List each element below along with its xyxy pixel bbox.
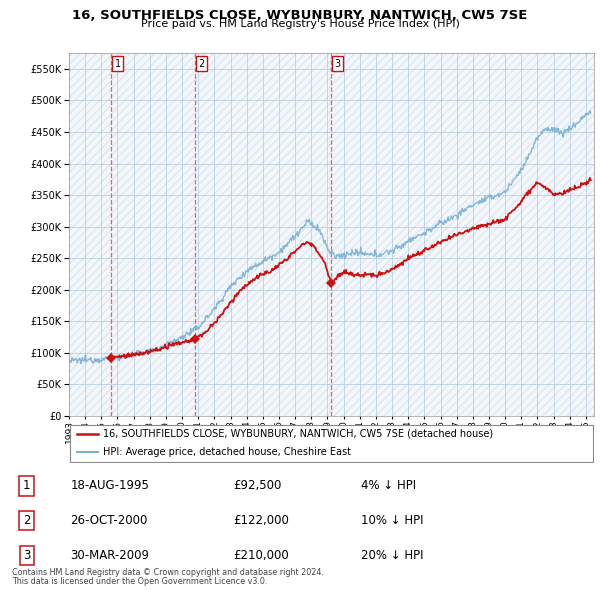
Bar [69,53,594,416]
Text: 30-MAR-2009: 30-MAR-2009 [70,549,149,562]
Text: 3: 3 [23,549,30,562]
Text: £122,000: £122,000 [233,514,289,527]
Text: 26-OCT-2000: 26-OCT-2000 [70,514,148,527]
Text: £210,000: £210,000 [233,549,289,562]
Text: HPI: Average price, detached house, Cheshire East: HPI: Average price, detached house, Ches… [103,447,351,457]
Text: This data is licensed under the Open Government Licence v3.0.: This data is licensed under the Open Gov… [12,577,268,586]
Text: 2: 2 [23,514,30,527]
Text: 2: 2 [199,58,205,68]
Text: 1: 1 [23,479,30,492]
Text: Price paid vs. HM Land Registry's House Price Index (HPI): Price paid vs. HM Land Registry's House … [140,19,460,30]
Text: 20% ↓ HPI: 20% ↓ HPI [361,549,424,562]
Text: 16, SOUTHFIELDS CLOSE, WYBUNBURY, NANTWICH, CW5 7SE: 16, SOUTHFIELDS CLOSE, WYBUNBURY, NANTWI… [73,9,527,22]
Text: 16, SOUTHFIELDS CLOSE, WYBUNBURY, NANTWICH, CW5 7SE (detached house): 16, SOUTHFIELDS CLOSE, WYBUNBURY, NANTWI… [103,429,493,439]
Text: 18-AUG-1995: 18-AUG-1995 [70,479,149,492]
Text: 10% ↓ HPI: 10% ↓ HPI [361,514,424,527]
Text: 4% ↓ HPI: 4% ↓ HPI [361,479,416,492]
Text: Contains HM Land Registry data © Crown copyright and database right 2024.: Contains HM Land Registry data © Crown c… [12,568,324,577]
Text: 1: 1 [115,58,121,68]
Text: £92,500: £92,500 [233,479,281,492]
Text: 3: 3 [335,58,341,68]
